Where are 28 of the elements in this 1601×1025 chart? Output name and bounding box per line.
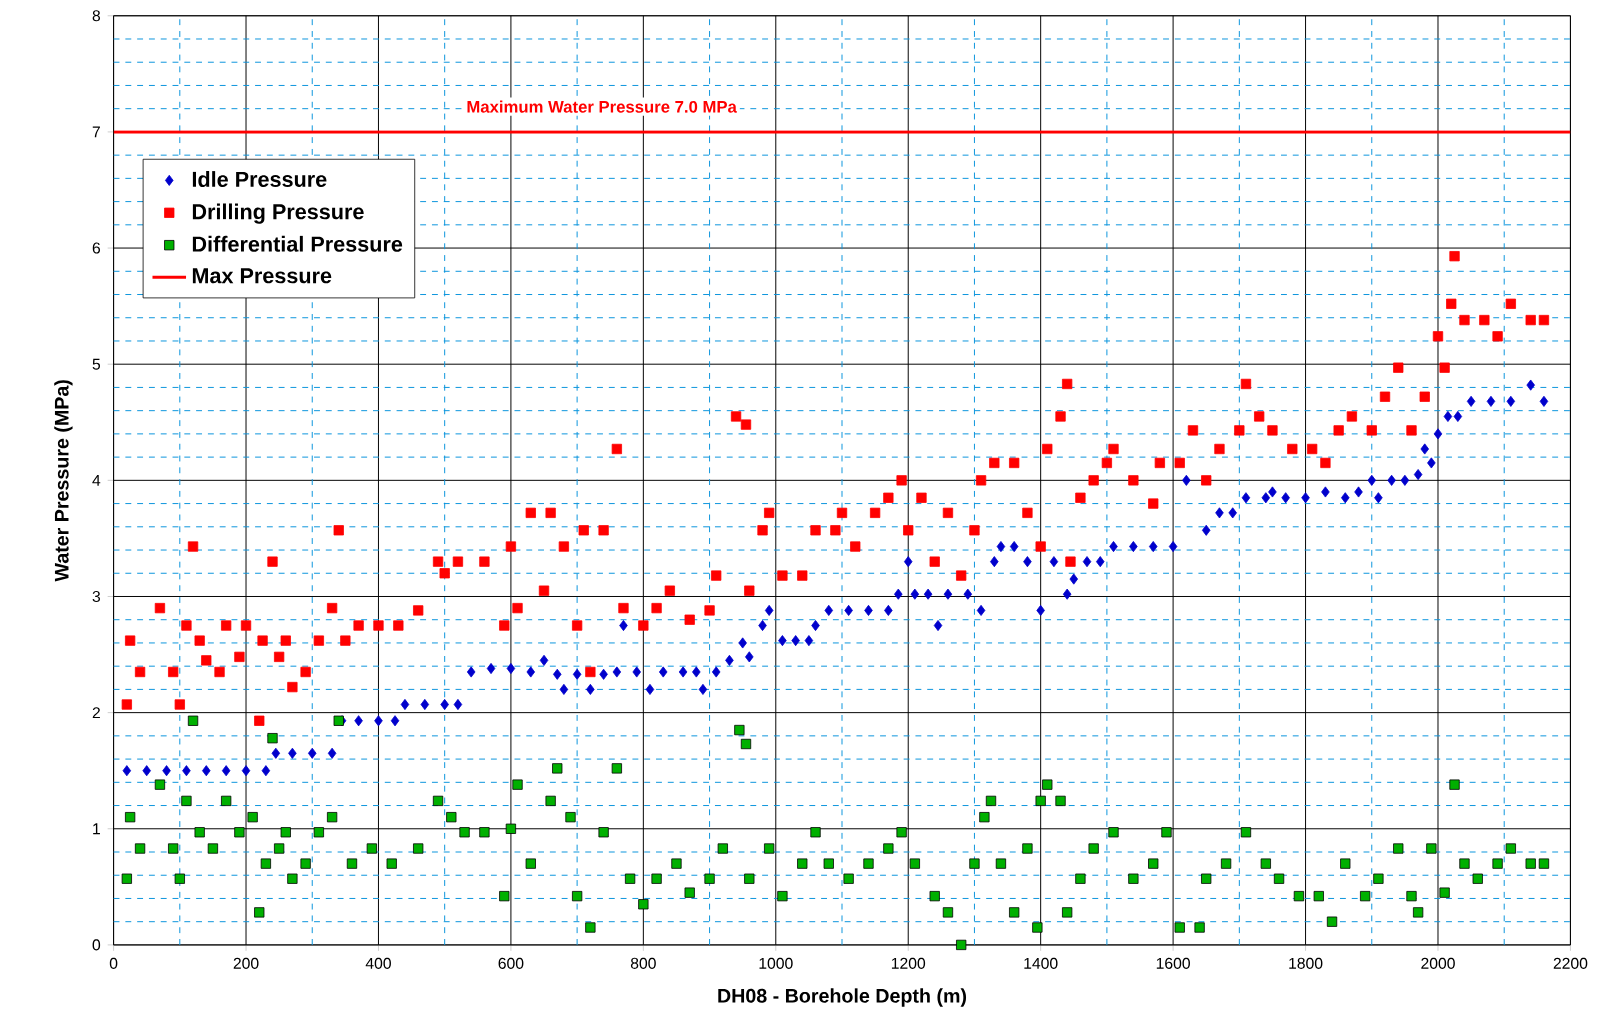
x-tick-label: 1400 <box>1024 957 1058 970</box>
y-tick-label: 3 <box>92 591 101 603</box>
x-axis-title: DH08 - Borehole Depth (m) <box>718 988 967 1007</box>
y-tick-label: 7 <box>92 126 100 138</box>
x-tick-label: 2000 <box>1421 957 1455 970</box>
x-tick-label: 800 <box>630 957 656 970</box>
y-tick-label: 8 <box>92 10 101 22</box>
x-tick-label: 400 <box>365 957 391 970</box>
legend-label: Drilling Pressure <box>192 203 364 224</box>
annotation: Maximum Water Pressure 7.0 MPa <box>467 100 737 113</box>
x-tick-label: 1200 <box>891 957 926 970</box>
legend-label: Idle Pressure <box>192 171 327 188</box>
x-tick-label: 1800 <box>1289 957 1323 970</box>
legend-label: Differential Pressure <box>192 235 403 252</box>
x-tick-label: 2200 <box>1553 957 1588 970</box>
x-tick-label: 600 <box>498 957 524 970</box>
y-tick-label: 1 <box>93 823 100 835</box>
x-tick-label: 0 <box>109 957 118 970</box>
y-tick-label: 4 <box>92 475 101 486</box>
y-tick-label: 0 <box>92 939 101 951</box>
x-tick-label: 1000 <box>759 957 793 970</box>
y-axis-title: Water Pressure (MPa) <box>54 380 73 582</box>
legend-label: Max Pressure <box>192 268 332 284</box>
y-tick-label: 5 <box>92 358 101 370</box>
y-tick-label: 6 <box>92 242 101 254</box>
x-tick-label: 200 <box>233 957 259 970</box>
y-tick-label: 2 <box>92 707 100 719</box>
x-tick-label: 1600 <box>1156 957 1190 970</box>
